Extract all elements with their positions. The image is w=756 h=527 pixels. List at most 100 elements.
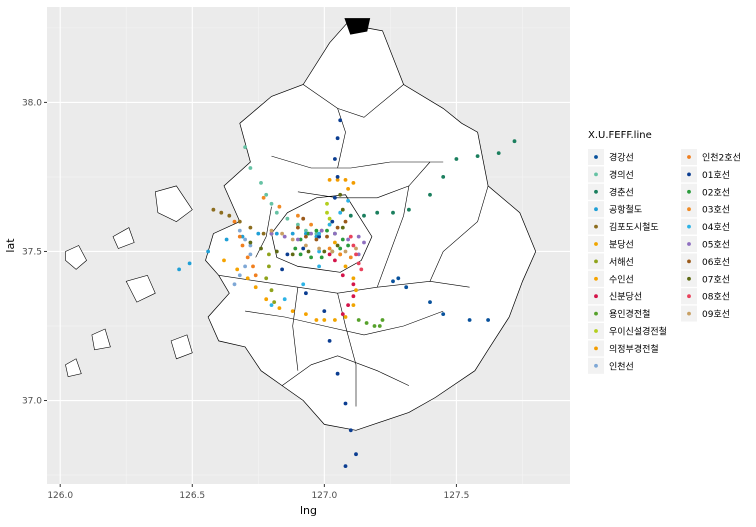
data-point (317, 246, 321, 251)
data-point (327, 246, 332, 251)
data-point (333, 318, 337, 322)
data-point (309, 231, 313, 236)
data-point (261, 231, 266, 236)
data-point (428, 300, 432, 304)
data-point (232, 282, 237, 287)
district-boundary (297, 161, 431, 199)
data-point (333, 157, 337, 161)
legend-swatch (687, 311, 691, 316)
data-point (340, 312, 345, 316)
data-point (282, 297, 287, 302)
data-point (237, 228, 242, 233)
data-point (346, 237, 350, 242)
data-point (277, 204, 282, 209)
legend-label: 서해선 (609, 257, 634, 268)
data-point (354, 288, 358, 293)
legend-label: 09호선 (702, 309, 730, 320)
legend-label: 신분당선 (609, 292, 642, 303)
data-point (245, 255, 250, 260)
data-point (290, 252, 295, 257)
data-point (224, 237, 229, 242)
data-point (475, 154, 480, 159)
data-point (304, 231, 308, 236)
legend-label: 분당선 (609, 240, 634, 251)
data-point (261, 195, 266, 200)
data-point (346, 198, 350, 203)
data-point (232, 219, 237, 224)
data-point (285, 252, 290, 257)
data-point (325, 234, 329, 239)
data-point (348, 234, 353, 239)
data-point (314, 237, 319, 242)
legend-label: 인천선 (609, 361, 634, 372)
data-point (359, 267, 364, 272)
district-boundary (245, 310, 444, 336)
data-point (333, 195, 337, 200)
data-point (343, 264, 348, 269)
legend-label: 의정부경전철 (609, 343, 659, 355)
x-axis-label: lng (300, 504, 317, 517)
legend-swatch (594, 189, 598, 194)
legend-label: 04호선 (702, 222, 730, 233)
data-point (362, 240, 366, 245)
data-point (296, 213, 300, 218)
data-point (362, 213, 366, 218)
data-point (391, 210, 395, 215)
data-point (338, 252, 343, 257)
data-point (338, 118, 343, 123)
x-tick-label: 127.5 (444, 491, 470, 501)
data-point (298, 237, 303, 242)
data-point (222, 258, 226, 263)
data-point (377, 324, 382, 328)
data-point (248, 166, 253, 170)
district-boundary (337, 293, 357, 407)
data-point (340, 237, 345, 242)
data-point (343, 464, 348, 468)
data-point (269, 288, 274, 293)
data-point (296, 222, 300, 227)
data-point (235, 267, 240, 272)
data-point (340, 225, 345, 230)
y-tick-label: 37.0 (22, 397, 42, 407)
x-tick-label: 127.0 (311, 491, 337, 501)
data-point (486, 318, 490, 322)
data-point (391, 279, 395, 284)
data-point (335, 136, 340, 141)
data-point (354, 452, 358, 457)
data-point (404, 285, 409, 290)
legend-label: 08호선 (702, 292, 730, 303)
data-point (356, 234, 361, 239)
data-point (304, 291, 308, 296)
data-point (227, 213, 232, 218)
data-point (274, 231, 279, 236)
y-tick-label: 38.0 (22, 98, 42, 108)
data-point (354, 252, 358, 257)
data-point (282, 234, 287, 239)
data-point (296, 225, 300, 230)
data-point (317, 249, 321, 254)
legend-swatch (594, 294, 598, 299)
data-point (346, 187, 350, 191)
legend-swatch (687, 294, 691, 299)
district-boundary (292, 287, 299, 371)
data-point (285, 216, 290, 221)
data-point (356, 261, 361, 266)
data-point (256, 231, 261, 236)
region-map (65, 18, 537, 431)
legend-swatch (594, 276, 598, 281)
data-points (177, 118, 517, 468)
data-point (219, 210, 224, 215)
data-point (325, 210, 329, 215)
district-boundary (303, 84, 404, 118)
data-point (327, 339, 332, 343)
data-point (322, 318, 327, 322)
data-point (396, 276, 401, 281)
data-point (317, 264, 321, 269)
data-point (335, 371, 340, 376)
data-point (269, 201, 274, 206)
data-point (372, 324, 377, 328)
data-point (306, 231, 311, 236)
island-outline (170, 334, 193, 360)
legend-swatch (594, 259, 598, 264)
legend-swatch (687, 242, 691, 246)
